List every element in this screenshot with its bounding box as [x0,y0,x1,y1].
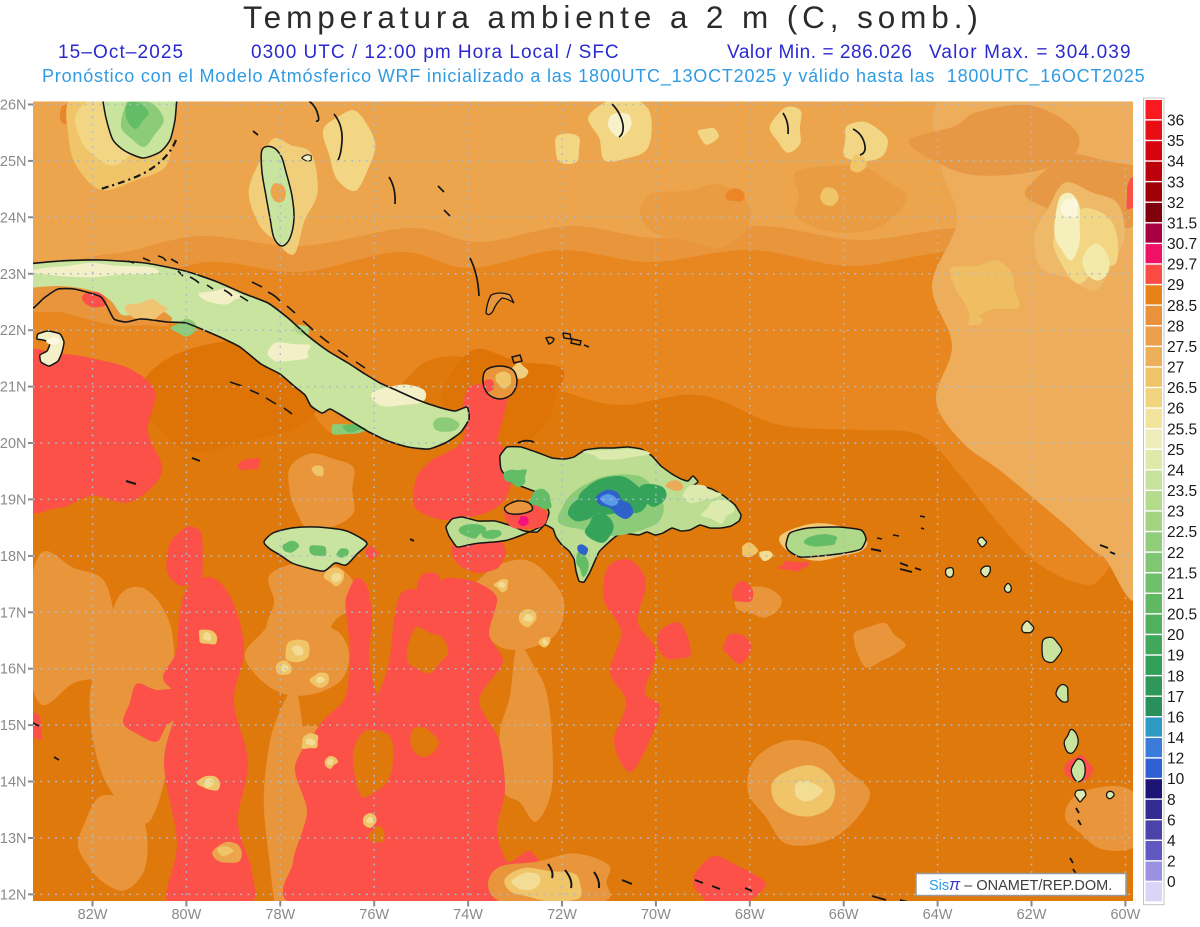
svg-text:13N: 13N [0,831,27,847]
svg-text:62W: 62W [1017,907,1047,923]
svg-text:22N: 22N [0,323,27,339]
svg-text:26: 26 [1167,401,1184,418]
svg-text:2: 2 [1167,854,1176,871]
svg-text:28.5: 28.5 [1167,298,1197,315]
svg-text:24N: 24N [0,210,27,226]
svg-text:33: 33 [1167,174,1184,191]
svg-text:28: 28 [1167,318,1184,335]
svg-text:10: 10 [1167,771,1185,788]
svg-text:29: 29 [1167,277,1184,294]
svg-text:23N: 23N [0,267,27,283]
svg-text:22: 22 [1167,545,1184,562]
svg-text:20.5: 20.5 [1167,607,1197,624]
svg-text:17: 17 [1167,689,1184,706]
svg-text:26.5: 26.5 [1167,380,1197,397]
svg-text:15N: 15N [0,718,27,734]
svg-text:66W: 66W [829,907,859,923]
svg-text:16N: 16N [0,662,27,678]
svg-text:25.5: 25.5 [1167,421,1197,438]
svg-text:0: 0 [1167,874,1176,891]
svg-text:68W: 68W [735,907,765,923]
svg-text:78W: 78W [265,907,295,923]
svg-text:74W: 74W [453,907,483,923]
svg-text:17N: 17N [0,605,27,621]
svg-text:14: 14 [1167,730,1185,747]
svg-text:21: 21 [1167,586,1184,603]
svg-text:25N: 25N [0,154,27,170]
svg-text:21.5: 21.5 [1167,565,1197,582]
svg-text:20: 20 [1167,627,1185,644]
svg-text:35: 35 [1167,133,1184,150]
svg-text:31.5: 31.5 [1167,216,1197,233]
svg-text:19N: 19N [0,492,27,508]
svg-text:18N: 18N [0,549,27,565]
svg-text:8: 8 [1167,792,1176,809]
svg-text:34: 34 [1167,154,1185,171]
svg-text:27: 27 [1167,360,1184,377]
svg-text:72W: 72W [547,907,577,923]
svg-text:82W: 82W [78,907,108,923]
svg-text:26N: 26N [0,98,27,114]
svg-text:4: 4 [1167,833,1176,850]
svg-text:18: 18 [1167,668,1184,685]
svg-text:12: 12 [1167,751,1184,768]
svg-text:23.5: 23.5 [1167,483,1197,500]
svg-text:36: 36 [1167,113,1184,130]
svg-text:20N: 20N [0,436,27,452]
svg-text:25: 25 [1167,442,1184,459]
svg-text:80W: 80W [171,907,201,923]
svg-text:24: 24 [1167,463,1185,480]
svg-text:70W: 70W [641,907,671,923]
svg-text:23: 23 [1167,504,1184,521]
svg-text:12N: 12N [0,887,27,903]
svg-text:60W: 60W [1110,907,1140,923]
svg-text:14N: 14N [0,775,27,791]
svg-text:30.7: 30.7 [1167,236,1197,253]
svg-text:22.5: 22.5 [1167,524,1197,541]
svg-text:6: 6 [1167,812,1176,829]
svg-text:29.7: 29.7 [1167,257,1197,274]
svg-text:64W: 64W [923,907,953,923]
svg-text:21N: 21N [0,380,27,396]
svg-text:16: 16 [1167,710,1184,727]
svg-text:19: 19 [1167,648,1184,665]
svg-text:32: 32 [1167,195,1184,212]
svg-text:Sisπ – ONAMET/REP.DOM.: Sisπ – ONAMET/REP.DOM. [929,876,1112,894]
svg-text:27.5: 27.5 [1167,339,1197,356]
svg-text:76W: 76W [359,907,389,923]
